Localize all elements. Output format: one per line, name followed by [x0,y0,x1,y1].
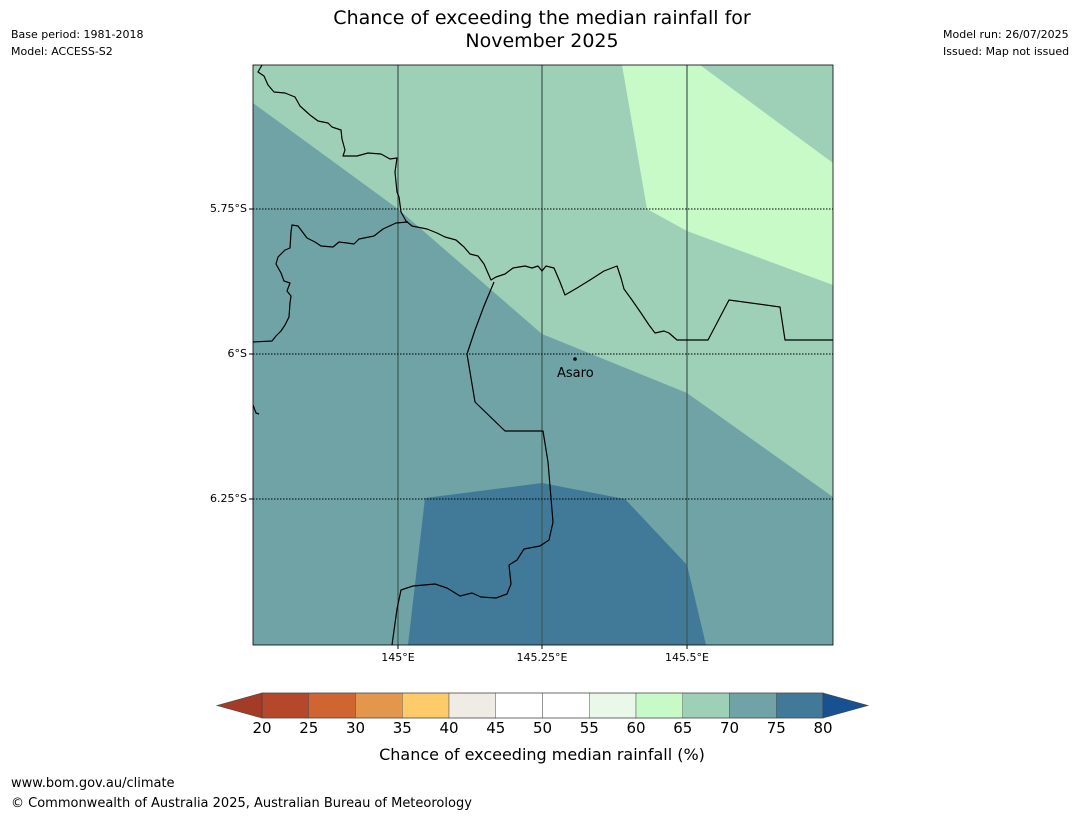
lon-label-145.25E: 145.25°E [516,651,568,664]
colorbar-segment [635,692,683,719]
colorbar-tick-label: 50 [532,719,553,737]
colorbar-tick-label: 25 [299,719,319,737]
colorbar-tick-label: 45 [486,719,506,737]
colorbar-tick-label: 35 [392,719,412,737]
colorbar-above-arrow [822,692,870,719]
colorbar-tick-label: 55 [579,719,599,737]
title-line-1: Chance of exceeding the median rainfall … [333,7,751,29]
colorbar-segment [729,692,777,719]
colorbar-tick-label: 40 [439,719,459,737]
lat-label-6.25S: 6.25°S [210,492,247,505]
footer-url: www.bom.gov.au/climate [11,776,175,791]
province-borders [253,65,833,645]
map-title: Chance of exceeding the median rainfall … [242,7,842,53]
parallels [253,208,833,500]
colorbar-segment [448,692,496,719]
title-line-2: November 2025 [465,30,619,52]
lon-label-145E: 145°E [381,651,415,664]
colorbar-segment [542,692,590,719]
colorbar-tick-label: 20 [252,719,272,737]
colorbar-segment [776,692,824,719]
colorbar-segment [589,692,637,719]
asaro-marker [573,357,577,361]
footer-copyright: © Commonwealth of Australia 2025, Austra… [11,796,472,811]
lat-label-6S: 6°S [227,347,247,360]
place-label-asaro: Asaro [557,366,594,381]
colorbar-tick-label: 60 [626,719,646,737]
colorbar-segment [495,692,543,719]
colorbar-segment [308,692,356,719]
meta-right: Model run: 26/07/2025 Issued: Map not is… [943,26,1069,60]
colorbar-tick-label: 75 [766,719,786,737]
issued-status: Issued: Map not issued [943,45,1070,58]
colorbar-segment [682,692,730,719]
colorbar-segment [355,692,403,719]
colorbar-segment [402,692,450,719]
colorbar-segment [261,692,309,719]
lat-label-5.75S: 5.75°S [210,202,247,215]
model-run: Model run: 26/07/2025 [943,28,1069,41]
colorbar-segments [261,692,824,719]
colorbar-tick-label: 80 [813,719,833,737]
meta-left: Base period: 1981-2018 Model: ACCESS-S2 [11,26,143,60]
base-period: Base period: 1981-2018 [11,28,144,41]
model-name: Model: ACCESS-S2 [11,45,113,58]
zone-60-65 [622,65,833,285]
map-ticks [249,208,688,649]
colorbar-below-arrow [215,692,263,719]
map-area [253,65,833,645]
colorbar-tick-label: 30 [345,719,366,737]
colorbar [215,692,870,719]
colorbar-tick-label: 70 [719,719,740,737]
lon-label-145.5E: 145.5°E [665,651,709,664]
colorbar-tick-label: 65 [673,719,693,737]
colorbar-title: Chance of exceeding median rainfall (%) [379,745,705,764]
zone-75-80 [408,483,706,645]
meridians [397,65,688,645]
map-frame [252,64,834,646]
